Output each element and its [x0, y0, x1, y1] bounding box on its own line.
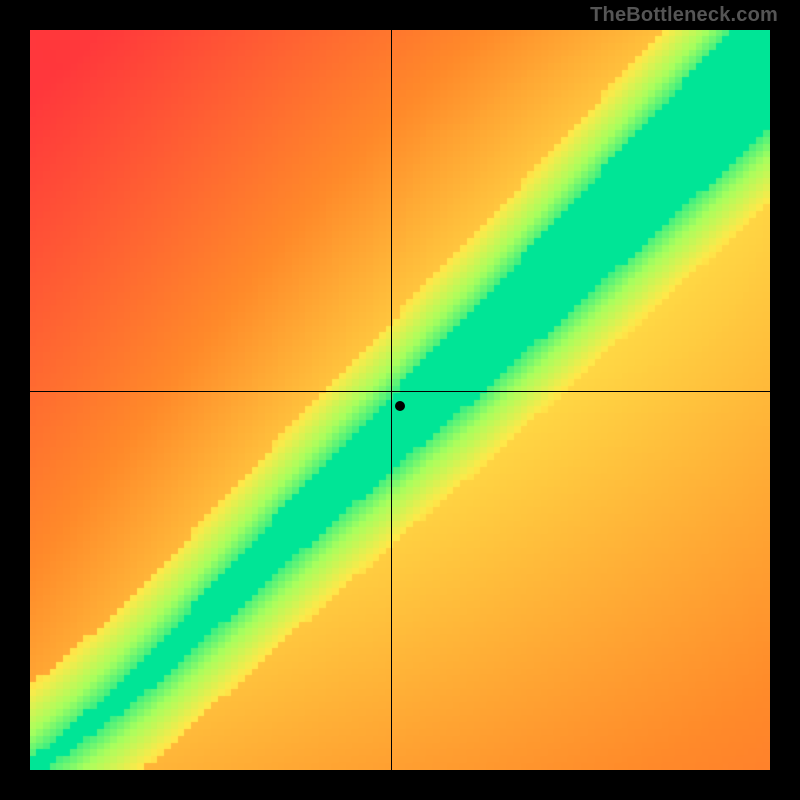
heatmap-plot-area: [30, 30, 770, 770]
watermark-text: TheBottleneck.com: [590, 4, 778, 27]
crosshair-vertical: [391, 30, 392, 770]
marker-dot: [395, 401, 405, 411]
chart-stage: { "watermark": { "text": "TheBottleneck.…: [0, 0, 800, 800]
crosshair-horizontal: [30, 391, 770, 392]
